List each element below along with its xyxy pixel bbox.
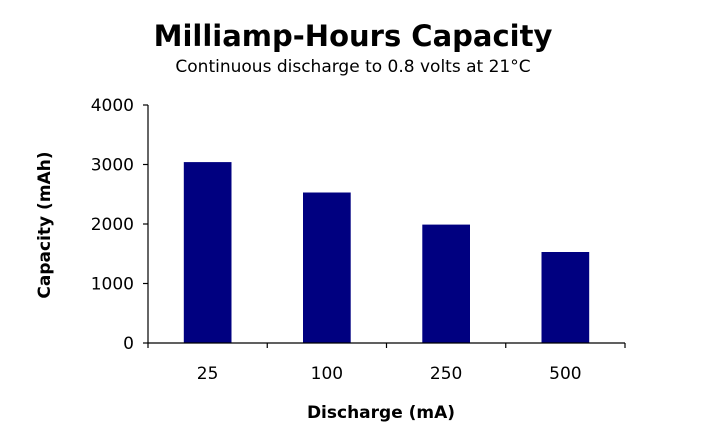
x-tick-label: 100 — [311, 364, 343, 384]
y-axis-label: Capacity (mAh) — [35, 151, 55, 298]
x-tick-label: 25 — [197, 364, 219, 384]
bar-100 — [303, 192, 351, 343]
y-tick-label: 3000 — [91, 156, 134, 176]
tick-labels-group: 0 1000 2000 3000 4000 25 100 250 500 — [91, 96, 582, 384]
y-tick-label: 2000 — [91, 215, 134, 235]
chart-subtitle: Continuous discharge to 0.8 volts at 21°… — [175, 57, 530, 77]
chart-title: Milliamp-Hours Capacity — [154, 19, 553, 53]
axes-group — [143, 104, 626, 348]
x-axis-label: Discharge (mA) — [307, 403, 455, 423]
bar-250 — [422, 224, 470, 343]
x-tick-label: 500 — [549, 364, 581, 384]
y-tick-label: 4000 — [91, 96, 134, 116]
y-tick-label: 0 — [123, 334, 134, 354]
bar-25 — [183, 162, 232, 343]
y-tick-label: 1000 — [91, 275, 134, 295]
x-tick-label: 250 — [430, 364, 462, 384]
bar-500 — [541, 252, 590, 343]
bars-group — [183, 162, 590, 343]
